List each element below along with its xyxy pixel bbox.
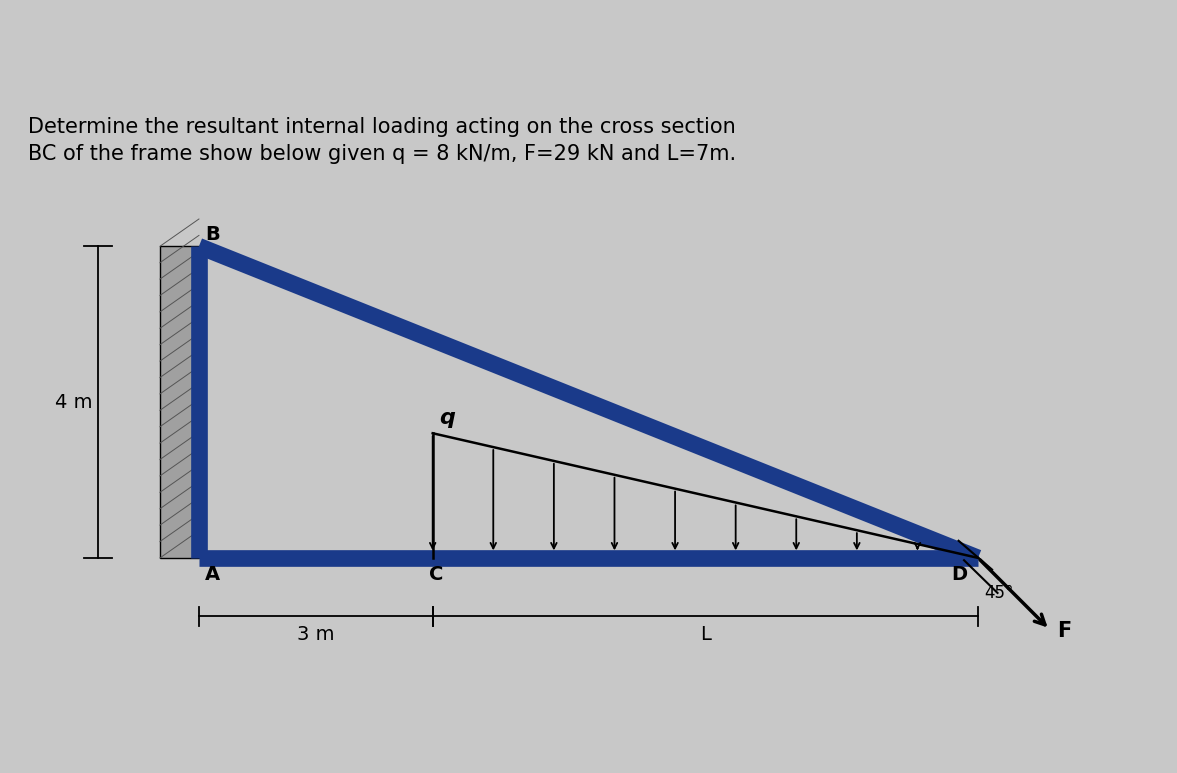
Text: B: B xyxy=(205,225,220,244)
Text: A: A xyxy=(205,565,220,584)
Text: q: q xyxy=(439,408,454,428)
Text: 4 m: 4 m xyxy=(55,393,92,411)
Text: Determine the resultant internal loading acting on the cross section
BC of the f: Determine the resultant internal loading… xyxy=(27,117,736,164)
Bar xyxy=(160,247,199,558)
Text: 3 m: 3 m xyxy=(297,625,334,644)
Text: D: D xyxy=(951,565,967,584)
Text: C: C xyxy=(428,565,444,584)
Text: 45°: 45° xyxy=(984,584,1013,602)
Text: F: F xyxy=(1057,621,1072,642)
Text: L: L xyxy=(700,625,711,644)
